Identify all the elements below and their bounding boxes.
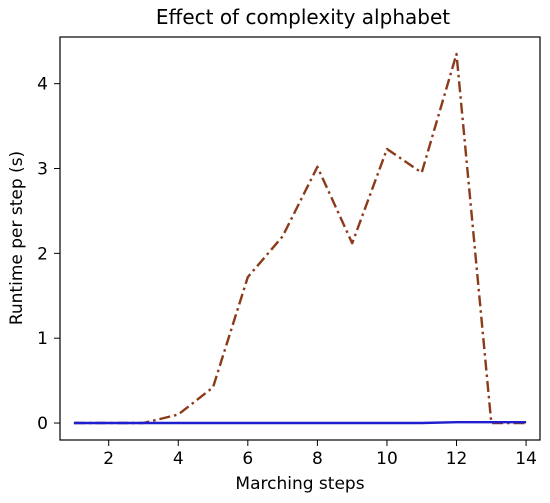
y-axis-label: Runtime per step (s)	[7, 151, 27, 325]
x-axis-label: Marching steps	[235, 474, 364, 494]
x-axis: 2 4 6 8 10 12 14	[103, 440, 537, 469]
x-tick-label: 14	[515, 449, 537, 469]
series-layer	[73, 52, 527, 425]
x-tick-label: 6	[242, 449, 253, 469]
chart-title: Effect of complexity alphabet	[156, 5, 450, 29]
series-line-1	[73, 52, 527, 425]
x-tick-label: 4	[173, 449, 184, 469]
y-tick-label: 1	[37, 329, 48, 349]
y-tick-label: 2	[37, 244, 48, 264]
plot-frame	[59, 36, 541, 441]
y-tick-label: 3	[37, 160, 48, 180]
x-tick-label: 2	[103, 449, 114, 469]
x-tick-label: 10	[376, 449, 398, 469]
y-tick-label: 0	[37, 414, 48, 434]
x-tick-label: 8	[312, 449, 323, 469]
series-line-2	[73, 421, 527, 425]
x-tick-label: 12	[446, 449, 468, 469]
y-axis: 0 1 2 3 4	[37, 75, 60, 434]
y-tick-label: 4	[37, 75, 48, 95]
plot-area	[59, 36, 541, 441]
